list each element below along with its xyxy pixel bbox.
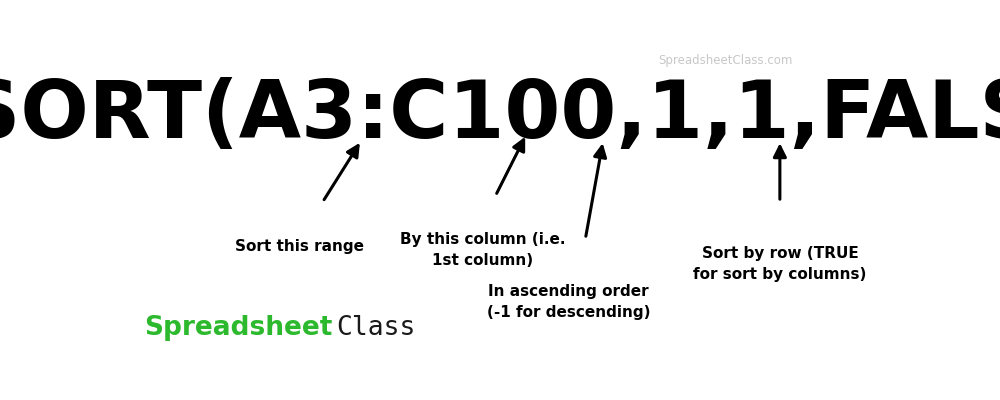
Text: In ascending order
(-1 for descending): In ascending order (-1 for descending) bbox=[487, 284, 650, 320]
Text: By this column (i.e.
1st column): By this column (i.e. 1st column) bbox=[400, 232, 566, 268]
Text: Sort by row (TRUE
for sort by columns): Sort by row (TRUE for sort by columns) bbox=[693, 246, 867, 282]
Text: Spreadsheet: Spreadsheet bbox=[144, 315, 333, 341]
Text: Sort this range: Sort this range bbox=[235, 239, 364, 254]
Text: Class: Class bbox=[337, 315, 416, 341]
Text: SpreadsheetClass.com: SpreadsheetClass.com bbox=[658, 54, 793, 67]
Text: =SORT(A3:C100,1,1,FALSE): =SORT(A3:C100,1,1,FALSE) bbox=[0, 77, 1000, 155]
